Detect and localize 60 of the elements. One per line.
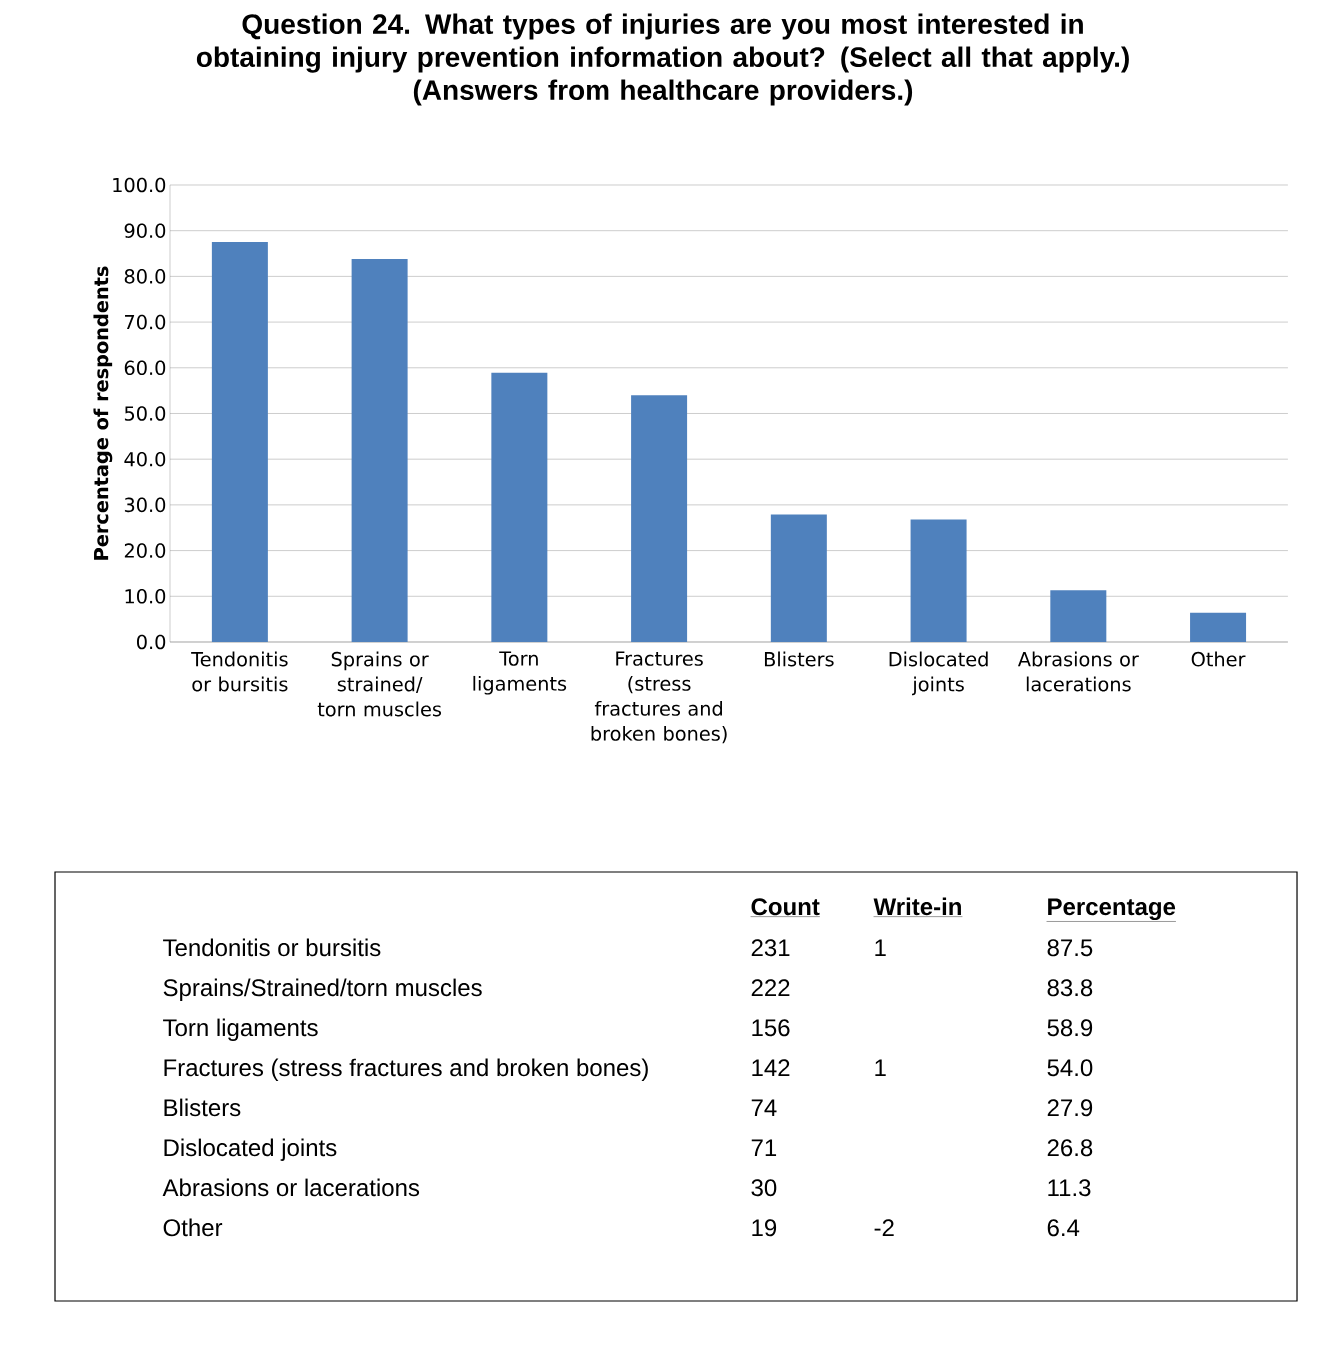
data-label: 1 — [875, 939, 886, 956]
data-label: 1 — [875, 1059, 886, 1076]
data-label: 27.9 — [1047, 1099, 1093, 1117]
x-tick-label: Abrasions or lacerations — [1017, 651, 1139, 692]
data-label: 54.0 — [1047, 1059, 1093, 1077]
y-tick-label: 60.0 — [124, 360, 166, 376]
y-tick-label: 90.0 — [124, 223, 166, 238]
y-tick-label: 0.0 — [137, 634, 166, 650]
category-label: Blisters — [164, 1098, 241, 1117]
x-tick-label: Blisters — [764, 651, 834, 667]
chart-subtitle: (Answers from healthcare providers.) — [413, 79, 913, 106]
y-axis-title: Percentage of respondents — [93, 266, 113, 560]
data-label: 19 — [752, 1219, 777, 1237]
data-label: 87.5 — [1047, 939, 1093, 957]
x-tick-label: Dislocated joints — [889, 651, 988, 696]
data-label: 26.8 — [1047, 1139, 1093, 1157]
data-label: 142 — [752, 1059, 790, 1076]
data-label: 222 — [751, 979, 790, 996]
data-label: 156 — [752, 1019, 790, 1037]
y-tick-label: 30.0 — [124, 497, 166, 513]
category-label: Abrasions or lacerations — [162, 1178, 420, 1197]
text: Write-in — [873, 897, 961, 916]
chart-title: Question 24. What types of injuries are you most interested in obtaining injury prevention information about? (Select all that apply.) — [196, 13, 1129, 73]
category-label: Dislocated joints — [164, 1138, 337, 1161]
data-label: 83.8 — [1047, 979, 1093, 997]
data-label: 11.3 — [1048, 1179, 1091, 1197]
x-tick-label: Tendonitis or bursitis — [191, 651, 288, 692]
text: Percentage — [1048, 898, 1176, 921]
bar — [351, 259, 408, 642]
data-label: 30 — [751, 1179, 777, 1197]
category-label: Other — [163, 1218, 223, 1237]
data-label: 71 — [751, 1139, 777, 1156]
x-tick-label: Torn ligaments — [473, 651, 567, 695]
data-label: 231 — [751, 939, 790, 957]
y-tick-label: 50.0 — [124, 406, 166, 421]
x-tick-label: Other — [1191, 651, 1246, 667]
x-tick-label: Sprains or strained/ torn muscles — [317, 651, 442, 717]
bar — [1050, 590, 1107, 642]
category-label: Sprains/Strained/torn muscles — [163, 978, 482, 1001]
y-tick-label: 80.0 — [124, 269, 166, 284]
text: Count — [751, 898, 820, 916]
category-label: Torn ligaments — [163, 1018, 318, 1041]
category-label: Tendonitis or bursitis — [163, 938, 381, 957]
bar — [770, 514, 827, 642]
bar — [910, 519, 967, 642]
y-tick-label: 20.0 — [124, 543, 166, 558]
y-tick-label: 40.0 — [124, 451, 166, 467]
data-label: 58.9 — [1047, 1019, 1093, 1037]
bar — [211, 242, 268, 642]
category-label: Fractures (stress fractures and broken bones) — [164, 1058, 648, 1081]
bar — [1190, 612, 1247, 642]
data-label: 74 — [751, 1099, 777, 1116]
y-tick-label: 70.0 — [125, 314, 166, 330]
bar — [631, 395, 688, 642]
y-tick-label: 100.0 — [113, 177, 166, 193]
x-tick-label: Fractures (stress fractures and broken bones) — [591, 651, 727, 744]
y-tick-label: 10.0 — [125, 588, 166, 604]
bar — [491, 372, 548, 642]
data-label: 6.4 — [1047, 1219, 1080, 1237]
data-label: -2 — [874, 1219, 894, 1236]
